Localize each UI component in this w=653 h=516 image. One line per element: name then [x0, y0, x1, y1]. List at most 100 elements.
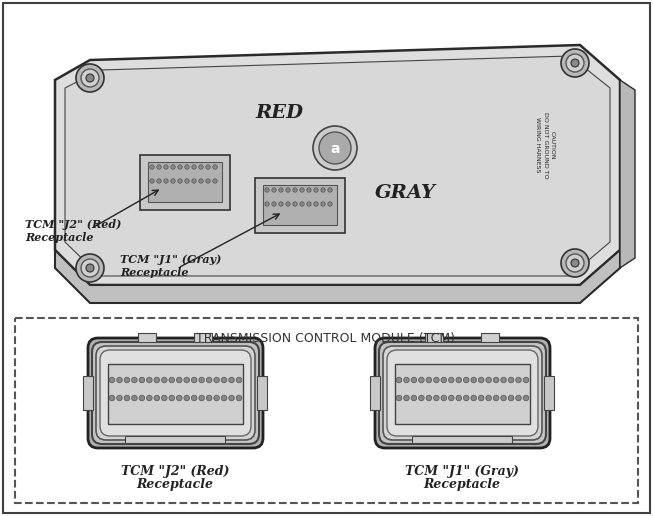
Circle shape [221, 377, 227, 383]
Circle shape [411, 395, 417, 401]
Circle shape [169, 395, 174, 401]
Circle shape [178, 179, 182, 183]
Text: Receptacle: Receptacle [136, 478, 214, 491]
Circle shape [176, 395, 182, 401]
Circle shape [493, 377, 499, 383]
Circle shape [328, 188, 332, 192]
FancyBboxPatch shape [88, 338, 263, 448]
Circle shape [139, 377, 145, 383]
Circle shape [561, 49, 589, 77]
Circle shape [456, 377, 462, 383]
Text: TCM "J1" (Gray): TCM "J1" (Gray) [405, 465, 519, 478]
Circle shape [214, 377, 219, 383]
Bar [544, 376, 554, 410]
Circle shape [86, 264, 94, 272]
Circle shape [150, 165, 154, 169]
Circle shape [516, 377, 521, 383]
Circle shape [161, 395, 167, 401]
Circle shape [300, 188, 304, 192]
Text: Receptacle: Receptacle [120, 267, 189, 278]
Circle shape [501, 377, 506, 383]
Bar [412, 436, 512, 443]
Circle shape [124, 395, 130, 401]
Circle shape [434, 395, 439, 401]
Circle shape [419, 377, 424, 383]
Circle shape [199, 377, 204, 383]
Bar [108, 364, 243, 424]
Text: a: a [330, 142, 340, 156]
Circle shape [229, 395, 234, 401]
Circle shape [319, 132, 351, 164]
Circle shape [396, 377, 402, 383]
Circle shape [81, 69, 99, 87]
Circle shape [272, 202, 276, 206]
FancyBboxPatch shape [379, 342, 546, 444]
Circle shape [146, 395, 152, 401]
Circle shape [221, 395, 227, 401]
Circle shape [132, 377, 137, 383]
Circle shape [265, 202, 269, 206]
FancyBboxPatch shape [383, 346, 542, 440]
Circle shape [214, 395, 219, 401]
FancyBboxPatch shape [387, 350, 538, 436]
Bar [83, 376, 93, 410]
Circle shape [449, 377, 454, 383]
Circle shape [178, 165, 182, 169]
Circle shape [157, 165, 161, 169]
Circle shape [501, 395, 506, 401]
Circle shape [464, 377, 469, 383]
Circle shape [566, 54, 584, 72]
Circle shape [139, 395, 145, 401]
Text: TCM "J2" (Red): TCM "J2" (Red) [121, 465, 229, 478]
Circle shape [426, 395, 432, 401]
Circle shape [307, 202, 311, 206]
Circle shape [206, 165, 210, 169]
Circle shape [157, 179, 161, 183]
Circle shape [419, 395, 424, 401]
Text: TRANSMISSION CONTROL MODULE (TCM): TRANSMISSION CONTROL MODULE (TCM) [197, 332, 456, 345]
Circle shape [185, 179, 189, 183]
Circle shape [171, 165, 175, 169]
Circle shape [411, 377, 417, 383]
Bar [194, 333, 212, 342]
Circle shape [508, 395, 514, 401]
Circle shape [441, 395, 447, 401]
Circle shape [286, 202, 290, 206]
Circle shape [132, 395, 137, 401]
Circle shape [117, 377, 122, 383]
Circle shape [265, 188, 269, 192]
Circle shape [161, 377, 167, 383]
Circle shape [479, 395, 484, 401]
Circle shape [404, 395, 409, 401]
Circle shape [164, 165, 168, 169]
Circle shape [146, 377, 152, 383]
Circle shape [206, 377, 212, 383]
Text: RED: RED [255, 104, 303, 122]
Circle shape [272, 188, 276, 192]
Bar [257, 376, 267, 410]
Circle shape [154, 377, 159, 383]
Circle shape [571, 259, 579, 267]
Circle shape [184, 377, 189, 383]
Bar [148, 162, 222, 202]
Circle shape [279, 202, 283, 206]
Circle shape [169, 377, 174, 383]
Circle shape [229, 377, 234, 383]
Circle shape [486, 395, 492, 401]
Circle shape [117, 395, 122, 401]
Circle shape [150, 179, 154, 183]
Polygon shape [55, 45, 620, 285]
Circle shape [192, 179, 196, 183]
Text: CAUTION
DO NOT GROUND TO
WIRING HARNESS: CAUTION DO NOT GROUND TO WIRING HARNESS [535, 111, 554, 179]
Circle shape [321, 188, 325, 192]
Circle shape [396, 395, 402, 401]
Polygon shape [620, 80, 635, 268]
Circle shape [199, 179, 203, 183]
Circle shape [307, 188, 311, 192]
Bar [255, 178, 345, 233]
Circle shape [286, 188, 290, 192]
Circle shape [213, 165, 217, 169]
Circle shape [464, 395, 469, 401]
Circle shape [449, 395, 454, 401]
Text: TCM "J1" (Gray): TCM "J1" (Gray) [120, 254, 221, 265]
